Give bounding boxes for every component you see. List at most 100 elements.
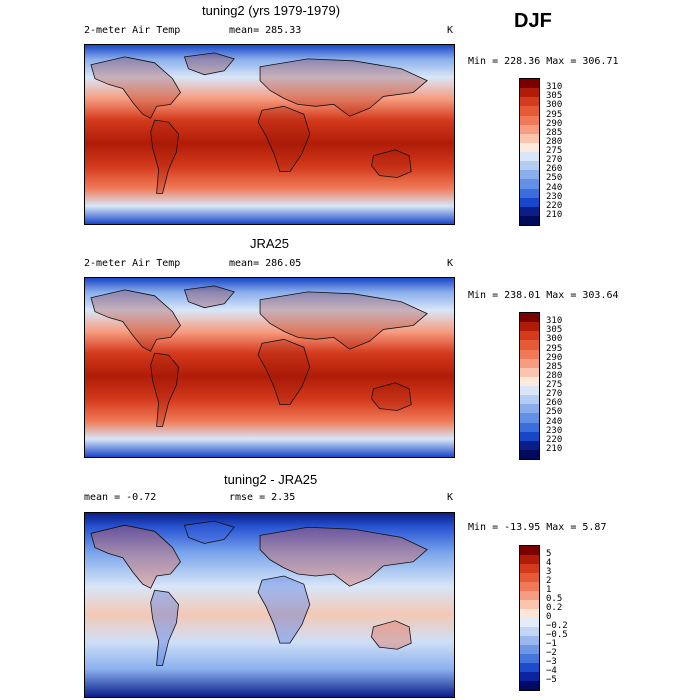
colorbar-swatch xyxy=(520,555,539,564)
colorbar-tick-label: 250 xyxy=(546,173,563,184)
world-map xyxy=(84,277,455,458)
colorbar-tick-label: 280 xyxy=(546,370,563,381)
colorbar-tick-label: 295 xyxy=(546,109,563,120)
colorbar-swatch xyxy=(520,152,539,162)
colorbar-swatch xyxy=(520,88,539,98)
continent-outline xyxy=(371,382,412,411)
colorbar-swatch xyxy=(520,161,539,171)
continent-outline xyxy=(183,285,235,309)
colorbar-swatch xyxy=(520,106,539,116)
colorbar-tick-label: −0.5 xyxy=(546,630,568,640)
mean-label: mean = -0.72 xyxy=(84,492,157,503)
variable-label: 2-meter Air Temp xyxy=(84,25,181,36)
panel-title: tuning2 - JRA25 xyxy=(224,472,318,487)
colorbar-tick-label: 230 xyxy=(546,191,563,202)
colorbar-swatch xyxy=(520,206,539,216)
colorbar-swatch xyxy=(520,431,539,441)
colorbar-swatch xyxy=(520,376,539,386)
colorbar-swatch xyxy=(520,681,539,690)
colorbar-tick-label: 270 xyxy=(546,155,563,166)
continent-outline xyxy=(257,338,311,405)
colorbar-tick-label: 300 xyxy=(546,334,563,345)
colorbar-tick-label: 280 xyxy=(546,136,563,147)
world-map xyxy=(84,44,455,225)
continent-outline xyxy=(259,58,428,117)
colorbar-swatch xyxy=(520,349,539,359)
colorbar-tick-label: 310 xyxy=(546,82,563,93)
map-field xyxy=(85,513,454,697)
colorbar-tick-label: −1 xyxy=(546,639,557,649)
colorbar-tick-label: 0.5 xyxy=(546,594,563,604)
colorbar-swatch xyxy=(520,124,539,134)
colorbar-swatch xyxy=(520,413,539,423)
colorbar-tick-label: 1 xyxy=(546,585,552,595)
colorbar-tick-label: 290 xyxy=(546,352,563,363)
colorbar-swatch xyxy=(520,573,539,582)
colorbar-tick-label: 275 xyxy=(546,380,563,390)
continent-outline xyxy=(150,589,179,666)
colorbar-swatch xyxy=(520,449,539,459)
colorbar-swatch xyxy=(520,600,539,609)
colorbar-tick-label: 290 xyxy=(546,118,563,129)
rmse-label: rmse = 2.35 xyxy=(229,492,296,503)
colorbar-tick-label: −3 xyxy=(546,657,557,667)
colorbar-swatch xyxy=(520,591,539,600)
colorbar-tick-label: 0 xyxy=(546,612,552,622)
mean-label: mean= 285.33 xyxy=(229,25,302,36)
colorbar-swatch xyxy=(520,197,539,207)
mean-label: mean= 286.05 xyxy=(229,258,302,269)
colorbar-swatch xyxy=(520,367,539,377)
colorbar-tick-label: 0.2 xyxy=(546,603,563,613)
colorbar-swatch xyxy=(520,322,539,332)
continent-outline xyxy=(150,119,179,194)
colorbar-tick-label: 260 xyxy=(546,164,563,175)
continent-outline xyxy=(257,105,311,172)
variable-label: 2-meter Air Temp xyxy=(84,258,181,269)
colorbar-swatch xyxy=(520,331,539,341)
colorbar-tick-label: 295 xyxy=(546,343,563,354)
colorbar-swatch xyxy=(520,440,539,450)
colorbar-swatch xyxy=(520,663,539,672)
unit-label: K xyxy=(447,25,454,36)
continent-outline xyxy=(259,526,428,587)
colorbar-tick-label: 210 xyxy=(546,209,563,220)
colorbar-swatch xyxy=(520,654,539,663)
colorbar-swatch xyxy=(520,313,539,323)
colorbar-swatch xyxy=(520,115,539,125)
colorbar-swatch xyxy=(520,404,539,414)
colorbar-swatch xyxy=(520,142,539,152)
season-label: DJF xyxy=(514,10,552,32)
colorbar-swatch xyxy=(520,609,539,618)
continent-outline xyxy=(183,52,235,76)
colorbar-tick-label: 220 xyxy=(546,434,563,445)
colorbar-swatch xyxy=(520,170,539,180)
colorbar-tick-label: 305 xyxy=(546,325,563,336)
colorbar-swatch xyxy=(520,358,539,368)
continent-outline xyxy=(183,520,235,544)
colorbar-tick-label: −5 xyxy=(546,675,557,685)
colorbar-tick-label: 285 xyxy=(546,361,563,372)
min-max-stats: Min = -13.95 Max = 5.87 xyxy=(468,522,607,533)
colorbar xyxy=(519,545,540,691)
colorbar-swatch xyxy=(520,422,539,432)
panel-title: JRA25 xyxy=(250,236,290,251)
colorbar-tick-label: 260 xyxy=(546,398,563,409)
colorbar-tick-label: −4 xyxy=(546,666,557,676)
colorbar-tick-label: 4 xyxy=(546,558,552,568)
colorbar-tick-label: 240 xyxy=(546,182,563,193)
colorbar-swatch xyxy=(520,215,539,225)
colorbar-tick-label: 270 xyxy=(546,389,563,400)
colorbar-swatch xyxy=(520,546,539,555)
continent-outline xyxy=(90,289,181,352)
panel-title: tuning2 (yrs 1979-1979) xyxy=(202,3,341,18)
colorbar-swatch xyxy=(520,386,539,396)
colorbar xyxy=(519,78,540,226)
map-background xyxy=(85,45,454,224)
colorbar-swatch xyxy=(520,636,539,645)
colorbar-tick-label: 210 xyxy=(546,443,563,454)
min-max-stats: Min = 238.01 Max = 303.64 xyxy=(468,290,619,301)
continent-outline xyxy=(259,291,428,350)
colorbar-swatch xyxy=(520,582,539,591)
unit-label: K xyxy=(447,258,454,269)
colorbar-swatch xyxy=(520,179,539,189)
